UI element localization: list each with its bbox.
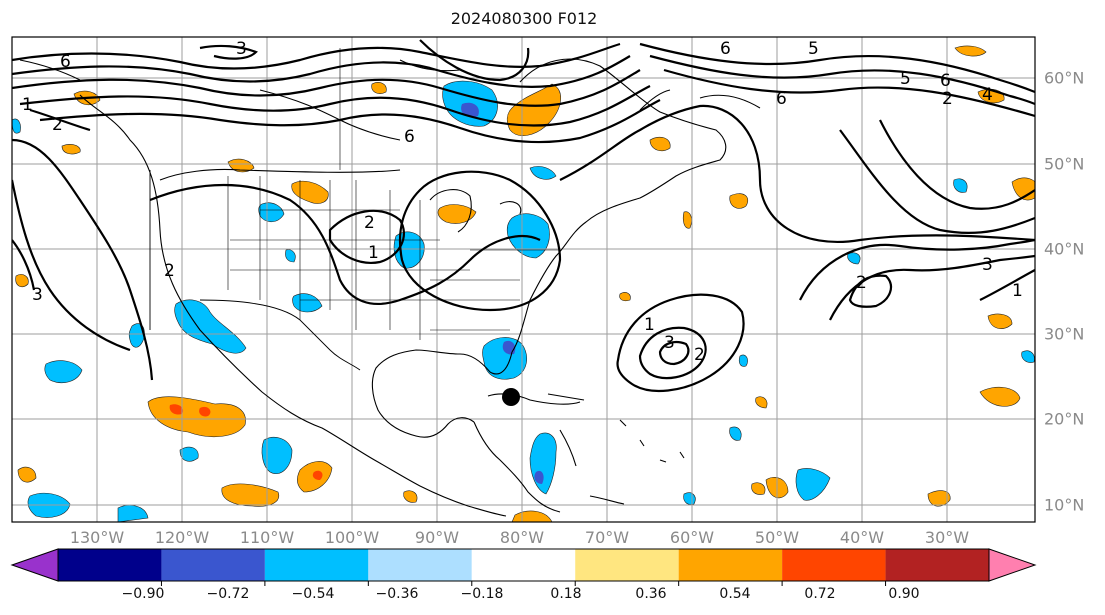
colorbar-extend-high: [988, 548, 1037, 582]
contour-label: 2: [364, 213, 375, 233]
contour-label: 3: [982, 255, 993, 275]
colorbar-segment: [161, 549, 265, 581]
colorbar-segment: [368, 549, 472, 581]
longitude-label: 60°W: [669, 528, 715, 547]
longitude-label: 40°W: [839, 528, 885, 547]
contour-label: 6: [776, 89, 787, 109]
contour-label: 6: [720, 39, 731, 59]
contour-label: 1: [368, 243, 379, 263]
contour-label: 3: [32, 285, 43, 305]
map-frame: [11, 36, 1036, 523]
plot-title: 2024080300 F012: [450, 9, 598, 28]
colorbar-tick-label: −0.36: [375, 586, 419, 602]
colorbar: [10, 548, 1037, 586]
latitude-label: 60°N: [1044, 68, 1085, 88]
colorbar-tick-label: −0.90: [121, 586, 165, 602]
contour-label: 5: [808, 39, 819, 59]
contour-label: 2: [694, 345, 705, 365]
contour-label: 3: [664, 333, 675, 353]
anomaly-shading: [12, 45, 1035, 522]
contour-label: 6: [404, 127, 415, 147]
colorbar-segment: [264, 549, 369, 581]
contour-label: 1: [1012, 281, 1023, 301]
latitude-label: 40°N: [1044, 239, 1085, 259]
contour-label: 1: [644, 315, 655, 335]
longitude-label: 30°W: [924, 528, 970, 547]
colorbar-segment: [575, 549, 679, 581]
colorbar-segment: [678, 549, 783, 581]
longitude-label: 80°W: [499, 528, 545, 547]
longitude-label: 70°W: [584, 528, 630, 547]
contour-label: 4: [982, 85, 993, 105]
contour-lines: [12, 39, 1035, 393]
latitude-label: 50°N: [1044, 154, 1085, 174]
storm-center-marker: [502, 388, 520, 406]
contour-label: 2: [164, 261, 175, 281]
colorbar-tick-label: 0.36: [635, 586, 667, 602]
longitude-label: 90°W: [414, 528, 460, 547]
contour-label: 5: [900, 69, 911, 89]
contour-label: 2: [942, 89, 953, 109]
colorbar-tick-label: −0.54: [291, 586, 335, 602]
latitude-label: 20°N: [1044, 409, 1085, 429]
colorbar-segment: [782, 549, 886, 581]
colorbar-tick-label: −0.18: [460, 586, 504, 602]
map-area: [12, 37, 1035, 522]
contour-label: 1: [22, 95, 33, 115]
contour-label: 2: [856, 273, 867, 293]
longitude-label: 100°W: [324, 528, 380, 547]
contour-label: 6: [940, 71, 951, 91]
latitude-label: 10°N: [1044, 495, 1085, 515]
colorbar-outline: [57, 548, 990, 582]
colorbar-segment: [471, 549, 576, 581]
colorbar-tick-label: 0.90: [888, 586, 920, 602]
longitude-label: 50°W: [754, 528, 800, 547]
contour-label: 6: [60, 52, 71, 72]
longitude-label: 130°W: [69, 528, 125, 547]
longitude-label: 110°W: [239, 528, 295, 547]
latitude-label: 30°N: [1044, 324, 1085, 344]
contour-label: 3: [236, 39, 247, 59]
colorbar-tick-label: 0.72: [804, 586, 836, 602]
longitude-label: 120°W: [154, 528, 210, 547]
colorbar-extend-low: [10, 548, 59, 582]
colorbar-tick-label: −0.72: [206, 586, 250, 602]
colorbar-tick-label: 0.54: [719, 586, 751, 602]
colorbar-tick-label: 0.18: [550, 586, 582, 602]
colorbar-segment: [58, 549, 162, 581]
contour-label-group: 6 1 2 6 6 5 6 5 6 2 4 2 1 2 3 1 3 2 2 3 …: [22, 39, 1023, 365]
colorbar-segment: [885, 549, 989, 581]
contour-label: 2: [52, 115, 63, 135]
